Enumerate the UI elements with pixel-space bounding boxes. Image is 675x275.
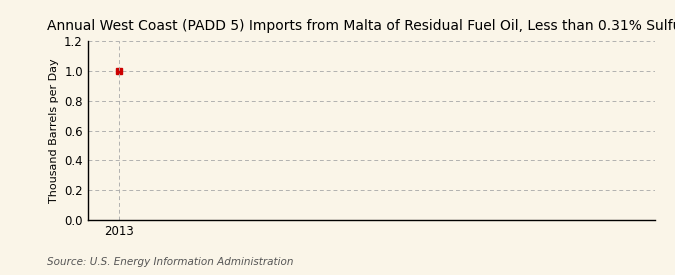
Y-axis label: Thousand Barrels per Day: Thousand Barrels per Day — [49, 58, 59, 203]
Text: Source: U.S. Energy Information Administration: Source: U.S. Energy Information Administ… — [47, 257, 294, 267]
Text: Annual West Coast (PADD 5) Imports from Malta of Residual Fuel Oil, Less than 0.: Annual West Coast (PADD 5) Imports from … — [47, 19, 675, 33]
